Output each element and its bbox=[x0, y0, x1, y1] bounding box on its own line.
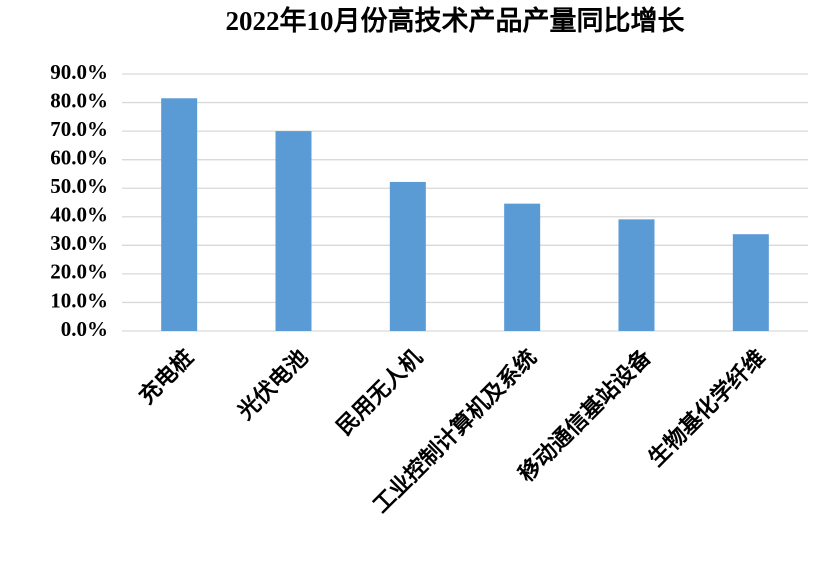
y-tick-label: 30.0% bbox=[50, 231, 108, 255]
bar bbox=[275, 131, 312, 331]
y-tick-label: 90.0% bbox=[50, 60, 108, 84]
y-tick-label: 40.0% bbox=[50, 203, 108, 227]
x-tick-label: 充电桩 bbox=[134, 344, 198, 408]
y-tick-label: 0.0% bbox=[61, 317, 108, 341]
x-tick-label: 生物基化学纤维 bbox=[643, 344, 770, 471]
y-tick-label: 80.0% bbox=[50, 88, 108, 112]
x-tick-label: 民用无人机 bbox=[331, 344, 426, 439]
bar bbox=[389, 181, 426, 331]
chart-title: 2022年10月份高技术产品产量同比增长 bbox=[226, 5, 686, 36]
y-tick-label: 20.0% bbox=[50, 260, 108, 284]
bar bbox=[732, 234, 769, 331]
bar bbox=[161, 98, 198, 332]
bar bbox=[618, 219, 655, 331]
y-tick-label: 60.0% bbox=[50, 145, 108, 169]
y-tick-label: 50.0% bbox=[50, 174, 108, 198]
x-tick-label: 光伏电池 bbox=[232, 344, 313, 425]
y-tick-label: 10.0% bbox=[50, 288, 108, 312]
y-tick-label: 70.0% bbox=[50, 117, 108, 141]
bar bbox=[504, 203, 541, 331]
